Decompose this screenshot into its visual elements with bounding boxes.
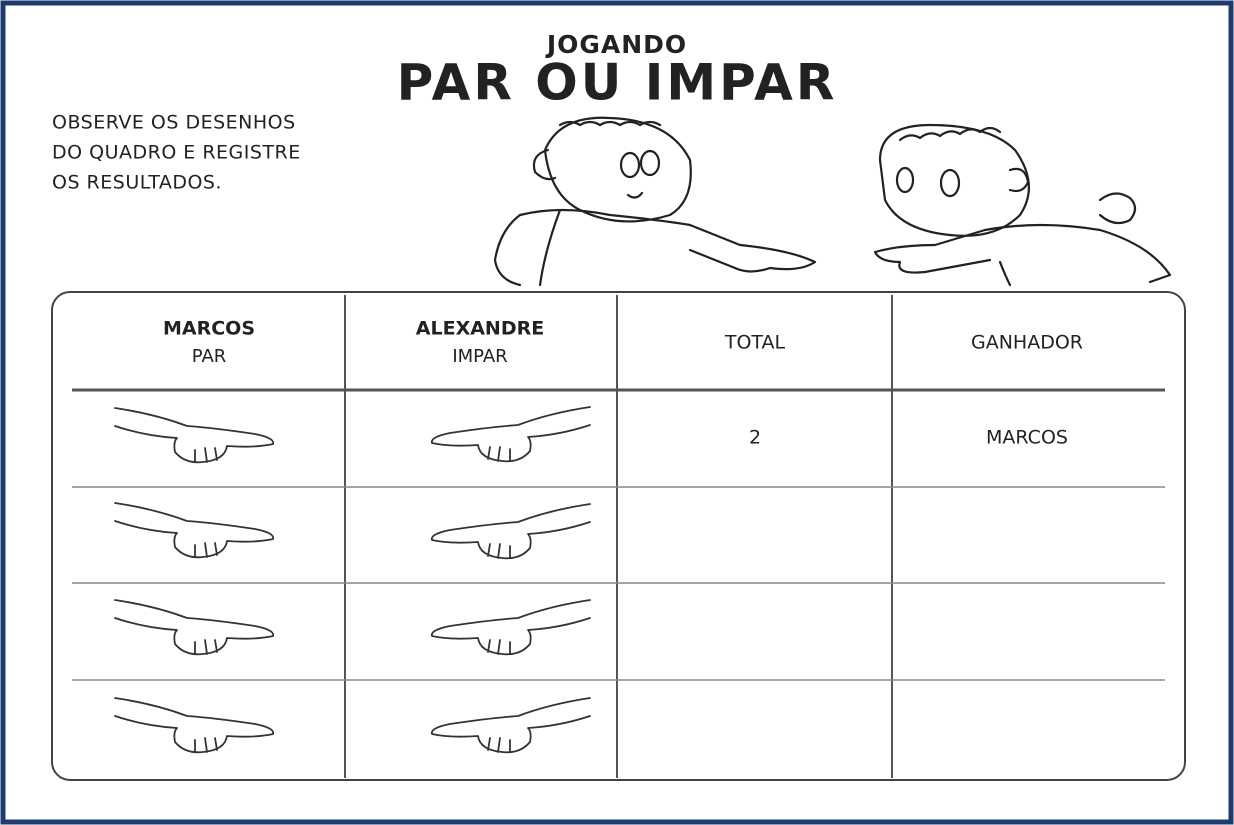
hand-sketch <box>430 599 591 656</box>
column-header: ALEXANDRE <box>416 318 544 340</box>
title: PAR OU IMPAR <box>397 54 838 112</box>
column-header: MARCOS <box>163 318 255 340</box>
hand-stroke <box>487 639 511 655</box>
hand-sketch <box>430 406 591 463</box>
hand-stroke <box>114 407 275 464</box>
hand-sketch <box>430 697 591 754</box>
boy-illustration <box>873 123 1172 287</box>
hand-sketch <box>114 502 275 559</box>
hand-stroke <box>430 503 591 560</box>
boy-illustration <box>493 116 817 287</box>
hand-stroke <box>194 737 218 753</box>
hand-stroke <box>194 542 218 558</box>
column-header: TOTAL <box>724 332 786 354</box>
subtitle: JOGANDO <box>545 30 687 59</box>
hand-stroke <box>194 447 218 463</box>
hand-sketch <box>114 599 275 656</box>
hand-stroke <box>430 406 591 463</box>
hand-stroke <box>487 446 511 462</box>
instruction-line: OS RESULTADOS. <box>52 172 222 194</box>
hand-stroke <box>114 502 275 559</box>
results-table: MARCOS PAR ALEXANDRE IMPAR TOTAL GANHADO… <box>51 291 1186 781</box>
instruction-line: OBSERVE OS DESENHOS <box>52 112 296 134</box>
hand-stroke <box>487 543 511 559</box>
total-cell: 2 <box>749 427 761 449</box>
winner-cell: MARCOS <box>986 427 1068 449</box>
hand-stroke <box>114 697 275 754</box>
hand-sketch <box>114 407 275 464</box>
hand-stroke <box>430 697 591 754</box>
hand-sketch <box>114 697 275 754</box>
hand-stroke <box>114 599 275 656</box>
table-border <box>51 291 1186 781</box>
column-choice: IMPAR <box>452 346 507 367</box>
hand-stroke <box>430 599 591 656</box>
hand-stroke <box>194 639 218 655</box>
column-header: GANHADOR <box>971 332 1083 354</box>
column-choice: PAR <box>192 346 227 367</box>
instruction-line: DO QUADRO E REGISTRE <box>52 142 301 164</box>
hand-illustrations <box>114 406 591 754</box>
hand-stroke <box>487 737 511 753</box>
hand-sketch <box>430 503 591 560</box>
